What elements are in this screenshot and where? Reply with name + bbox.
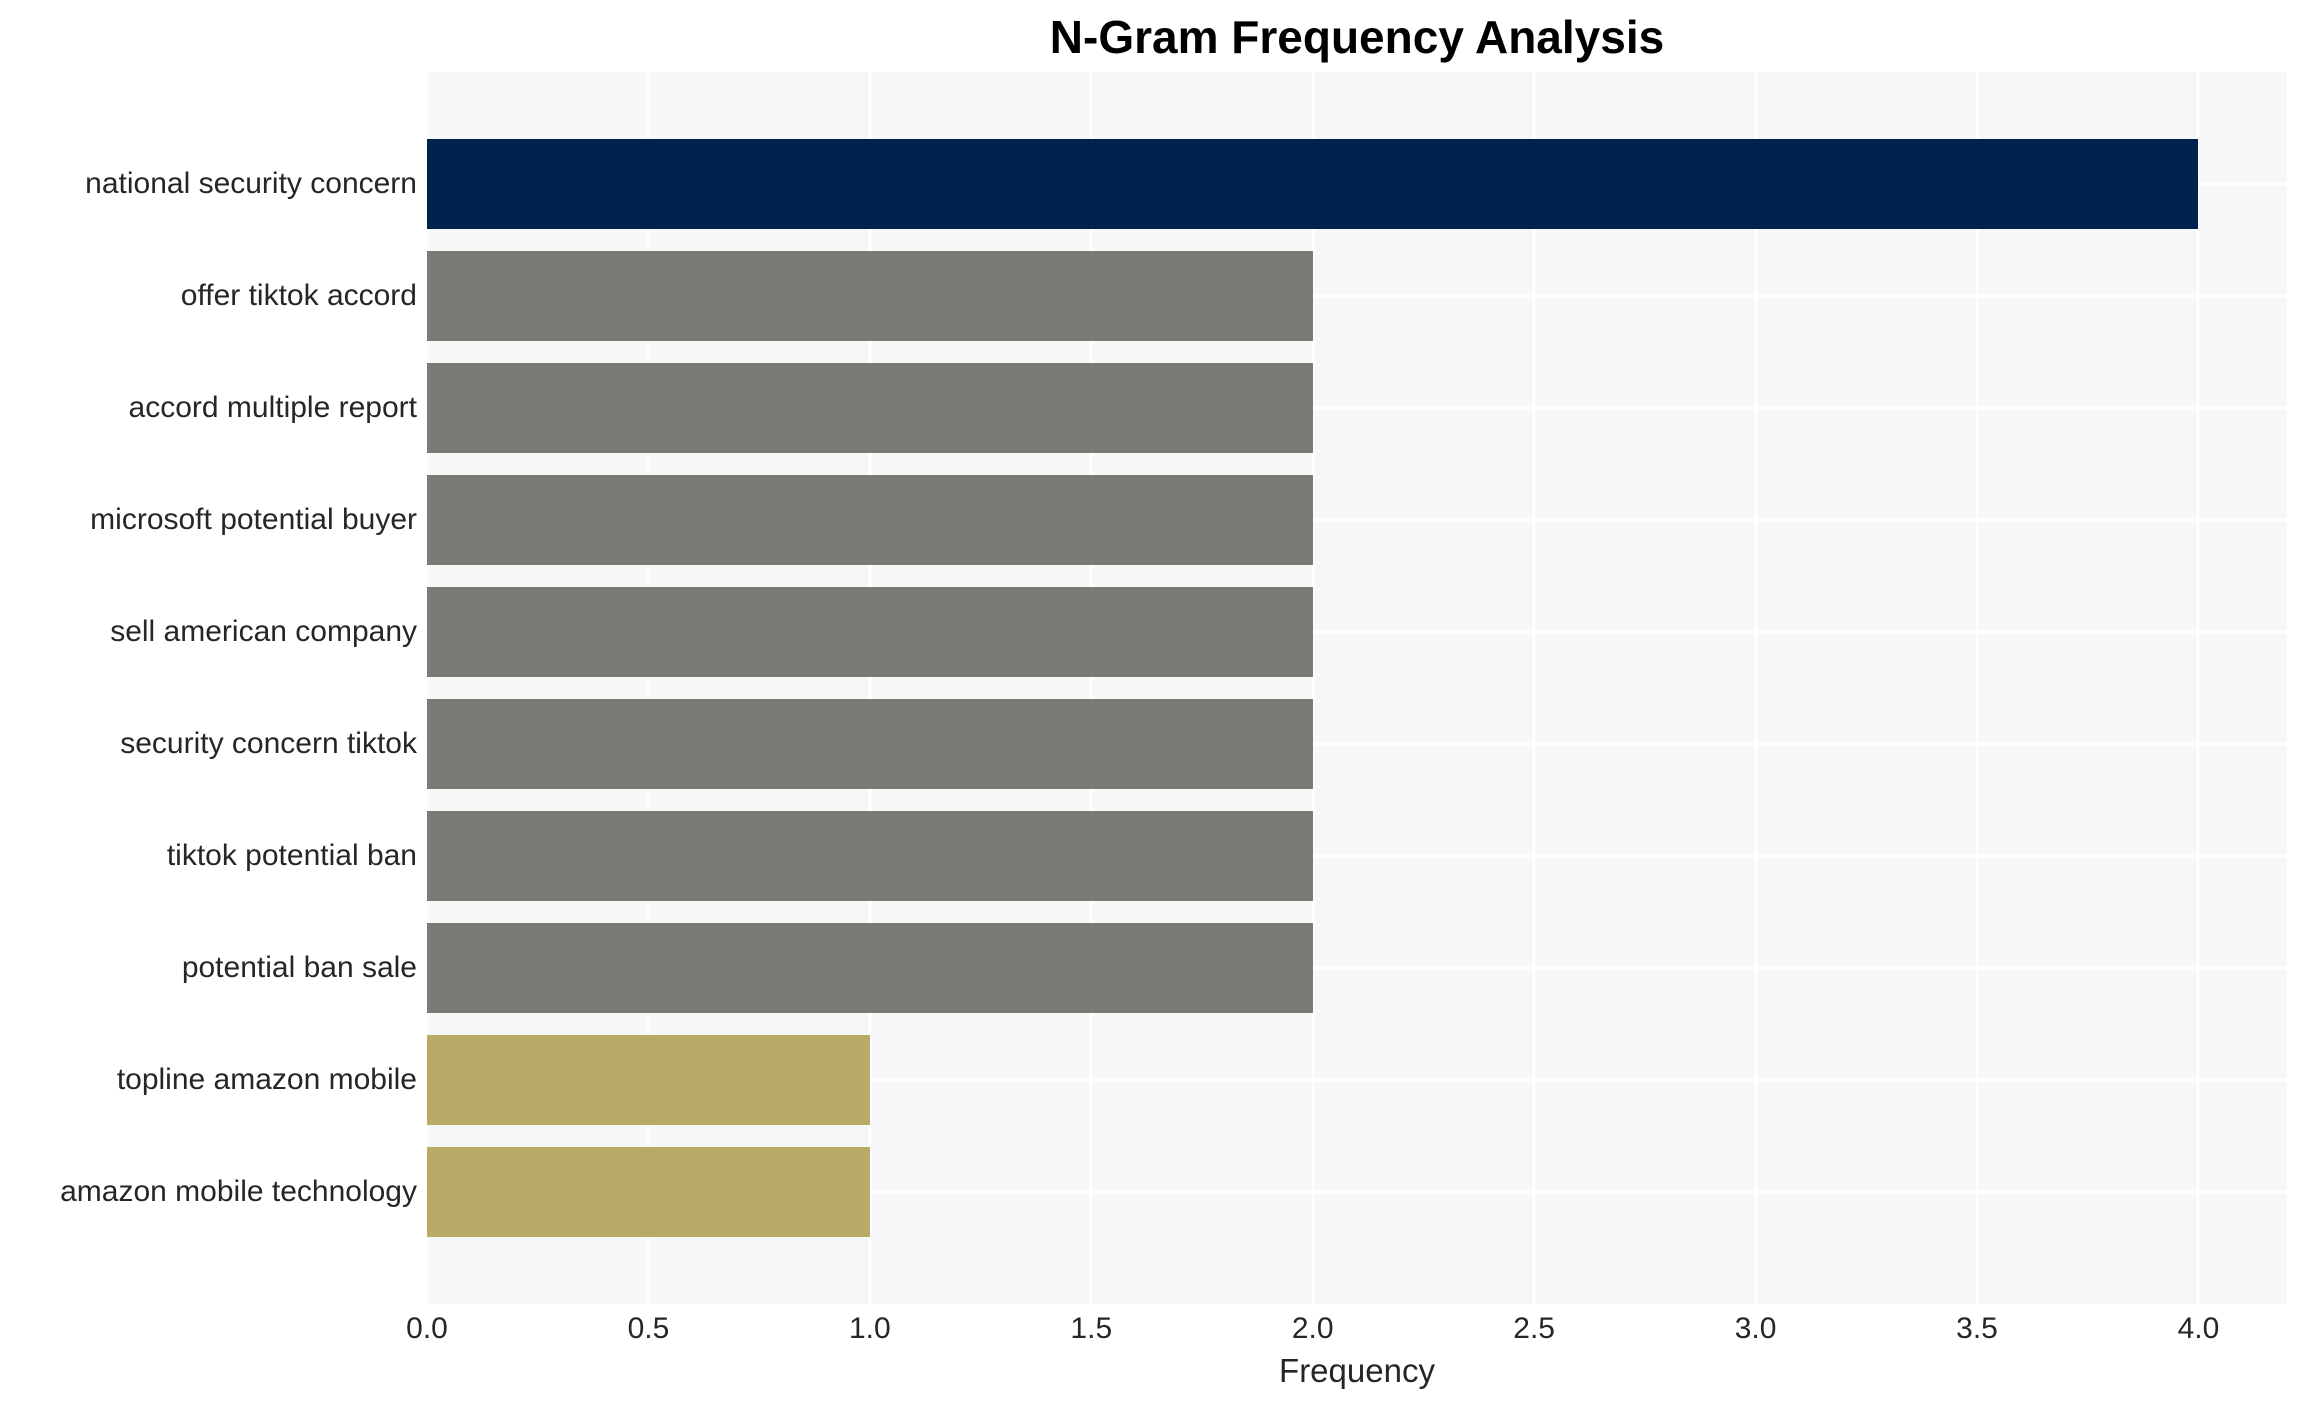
x-tick-label: 0.0 — [406, 1312, 448, 1345]
gridline-vertical — [1089, 72, 1093, 1304]
bar-row — [427, 464, 2287, 576]
bar-sell-american-company — [427, 587, 1313, 677]
gridline-vertical — [868, 72, 872, 1304]
bar-row — [427, 1136, 2287, 1248]
bar-row — [427, 240, 2287, 352]
bar-topline-amazon-mobile — [427, 1035, 870, 1125]
bar-row — [427, 912, 2287, 1024]
gridline-vertical — [2196, 72, 2200, 1304]
bar-tiktok-potential-ban — [427, 811, 1313, 901]
y-tick-label: potential ban sale — [181, 951, 417, 984]
gridline-horizontal — [427, 854, 2287, 858]
bar-row — [427, 800, 2287, 912]
y-tick-label: sell american company — [110, 615, 417, 648]
x-tick-label: 1.0 — [848, 1312, 891, 1345]
x-axis-label: Frequency — [1279, 1352, 1435, 1389]
x-tick-label: 2.5 — [1513, 1312, 1555, 1345]
gridline-vertical — [425, 72, 429, 1304]
gridline-horizontal — [427, 294, 2287, 298]
gridline-horizontal — [427, 518, 2287, 522]
gridline-horizontal — [427, 406, 2287, 410]
bar-row — [427, 688, 2287, 800]
bar-security-concern-tiktok — [427, 699, 1313, 789]
bar-national-security-concern — [427, 139, 2199, 229]
gridline-vertical — [1311, 72, 1315, 1304]
x-tick-label: 3.0 — [1734, 1312, 1777, 1345]
y-tick-label: offer tiktok accord — [180, 279, 417, 312]
bar-row — [427, 576, 2287, 688]
y-tick-label: tiktok potential ban — [166, 839, 417, 872]
x-tick-label: 3.5 — [1956, 1312, 1998, 1345]
gridline-vertical — [1754, 72, 1758, 1304]
gridline-horizontal — [427, 1190, 2287, 1194]
plot-area — [425, 72, 2287, 1304]
y-tick-label: accord multiple report — [128, 391, 417, 424]
chart-title: N-Gram Frequency Analysis — [1049, 11, 1665, 63]
gridline-horizontal — [427, 742, 2287, 746]
gridline-vertical — [1975, 72, 1979, 1304]
gridline-horizontal — [427, 1078, 2287, 1082]
y-tick-label: amazon mobile technology — [60, 1175, 417, 1208]
bar-row — [427, 128, 2287, 240]
x-tick-label: 2.0 — [1291, 1312, 1334, 1345]
bar-row — [427, 352, 2287, 464]
bar-row — [427, 1024, 2287, 1136]
gridline-horizontal — [427, 966, 2287, 970]
x-tick-label: 4.0 — [2177, 1312, 2220, 1345]
bar-amazon-mobile-technology — [427, 1147, 870, 1237]
gridline-vertical — [646, 72, 650, 1304]
y-tick-label: topline amazon mobile — [116, 1063, 417, 1096]
bar-rows — [427, 128, 2287, 1248]
gridline-vertical — [1532, 72, 1536, 1304]
x-tick-label: 1.5 — [1070, 1312, 1113, 1345]
bar-microsoft-potential-buyer — [427, 475, 1313, 565]
y-tick-label: national security concern — [85, 167, 417, 200]
bar-accord-multiple-report — [427, 363, 1313, 453]
gridline-horizontal — [427, 630, 2287, 634]
x-tick-label: 0.5 — [627, 1312, 670, 1345]
y-tick-label: security concern tiktok — [120, 727, 417, 760]
y-tick-label: microsoft potential buyer — [90, 503, 417, 536]
bar-offer-tiktok-accord — [427, 251, 1313, 341]
bar-potential-ban-sale — [427, 923, 1313, 1013]
